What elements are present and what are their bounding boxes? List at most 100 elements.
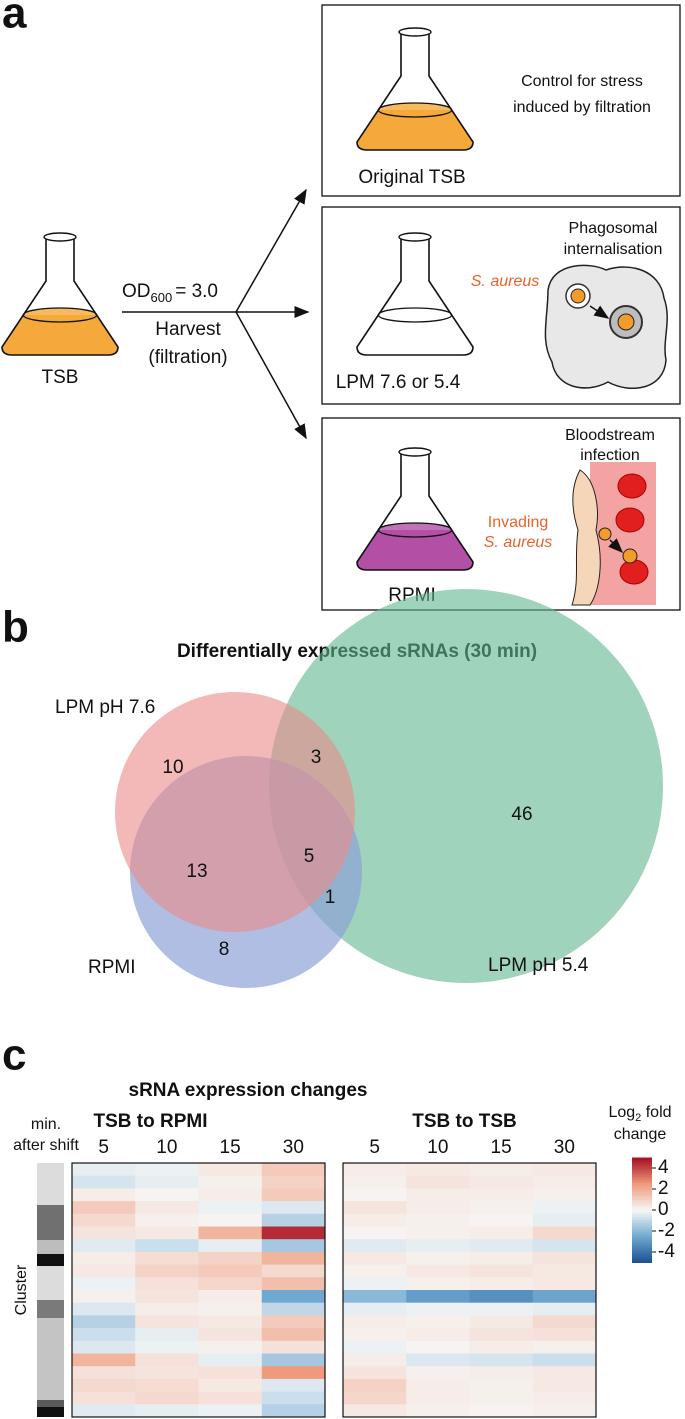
heatmap-cell [343,1340,407,1354]
heatmap-cell [261,1328,326,1342]
heatmap-cell [261,1213,326,1227]
colorbar-step [632,1189,652,1192]
heatmap-cell [532,1290,597,1304]
heatmap-cell [532,1239,597,1253]
colorbar-step [632,1203,652,1207]
flask-liquid [357,110,473,150]
colorbar-step [632,1231,652,1234]
heatmap-cell [469,1340,534,1354]
colorbar-step [632,1176,652,1179]
heatmap-cell [343,1302,407,1316]
heatmap-cell [135,1163,199,1177]
heatmap-cell [406,1226,470,1240]
heatmap-cell [406,1175,470,1189]
heatmap-cell [532,1163,597,1177]
heatmap-cell [532,1340,597,1354]
heatmap-cell [198,1315,263,1329]
od-text: OD [122,281,151,302]
colorbar-tick-label: 4 [658,1157,669,1178]
liquid-surface [377,522,453,538]
heatmap-cell [72,1175,136,1189]
heatmap-cell [532,1264,597,1278]
colorbar-step [632,1212,652,1215]
heatmap-cell [261,1366,326,1380]
heatmap-cell [261,1340,326,1354]
heatmap-cell [261,1315,326,1329]
heatmap-cell [532,1251,597,1266]
heatmap-frame [71,1162,326,1418]
heatmap-cell [198,1201,263,1215]
flask-liquid [357,530,473,570]
heatmap-cell [72,1188,136,1202]
flask-outline [356,32,474,151]
colorbar-step [632,1191,652,1194]
heatmap-cell [135,1290,199,1304]
heatmap-cell [72,1290,136,1304]
heatmap-cell [261,1378,326,1393]
liquid-surface [377,307,453,323]
heatmap-cell [261,1188,326,1202]
colorbar-step [632,1195,652,1198]
colorbar-tick-label: 2 [658,1178,669,1199]
heatmap-cell [261,1353,326,1367]
heatmap-cell [406,1264,470,1278]
heatmap-cell [343,1188,407,1202]
heatmap-cell [406,1328,470,1342]
note: internalisation [564,241,663,258]
colorbar-step [632,1252,652,1255]
heatmap-cell [343,1175,407,1189]
colorbar-step [632,1199,652,1203]
panel-label: b [2,603,29,652]
heatmap-cell [261,1404,326,1418]
heatmap-cell [198,1264,263,1278]
heatmap-cell [532,1328,597,1342]
od-value: = 3.0 [175,281,218,302]
region-count: 8 [219,939,230,960]
legend-title-subscript: 2 [635,1112,641,1124]
heatmap-cell [198,1391,263,1405]
heatmap-cell [532,1226,597,1240]
heatmap-cell [198,1328,263,1342]
heatmap-cell [261,1175,326,1189]
heatmap-subtitle: TSB to RPMI [94,1111,208,1132]
flask-rim [398,232,432,242]
heatmap-cell [406,1391,470,1405]
heatmap-cell [198,1175,263,1189]
heatmap-cell [198,1239,263,1253]
colorbar-step [632,1247,652,1251]
flask-label: LPM 7.6 or 5.4 [336,372,461,393]
panel-label: a [2,0,27,38]
heatmap-cell [72,1226,136,1240]
flask-outline [356,452,474,571]
colorbar-step [632,1214,652,1217]
heatmap-cell [72,1239,136,1253]
heatmap-cell [135,1277,199,1291]
colorbar-step [632,1193,652,1196]
note: induced by filtration [513,99,651,116]
heatmap-cell [343,1239,407,1253]
region-count: 5 [304,846,315,867]
row-header: after shift [13,1137,79,1154]
venn [115,589,663,988]
heatmap-cell [532,1378,597,1393]
colorbar-step [632,1245,652,1249]
cluster-bar [37,1163,64,1417]
heatmap-cell [406,1188,470,1202]
flask-label: Original TSB [358,167,465,188]
colorbar-step [632,1174,652,1177]
colorbar-step [632,1228,652,1232]
heatmap-cell [343,1201,407,1215]
heatmap-cell [261,1201,326,1215]
heatmap-cell [72,1163,136,1177]
heatmap-cell [532,1302,597,1316]
heatmap-cell [135,1391,199,1405]
heatmap-cell [469,1391,534,1405]
region-count: 3 [311,747,322,768]
heatmap-cell [469,1353,534,1367]
row-header: min. [31,1116,61,1133]
heatmap-cell [469,1404,534,1418]
colorbar-step [632,1249,652,1253]
heatmap-cell [135,1264,199,1278]
heatmap-cell [135,1226,199,1240]
colorbar-step [632,1256,652,1259]
